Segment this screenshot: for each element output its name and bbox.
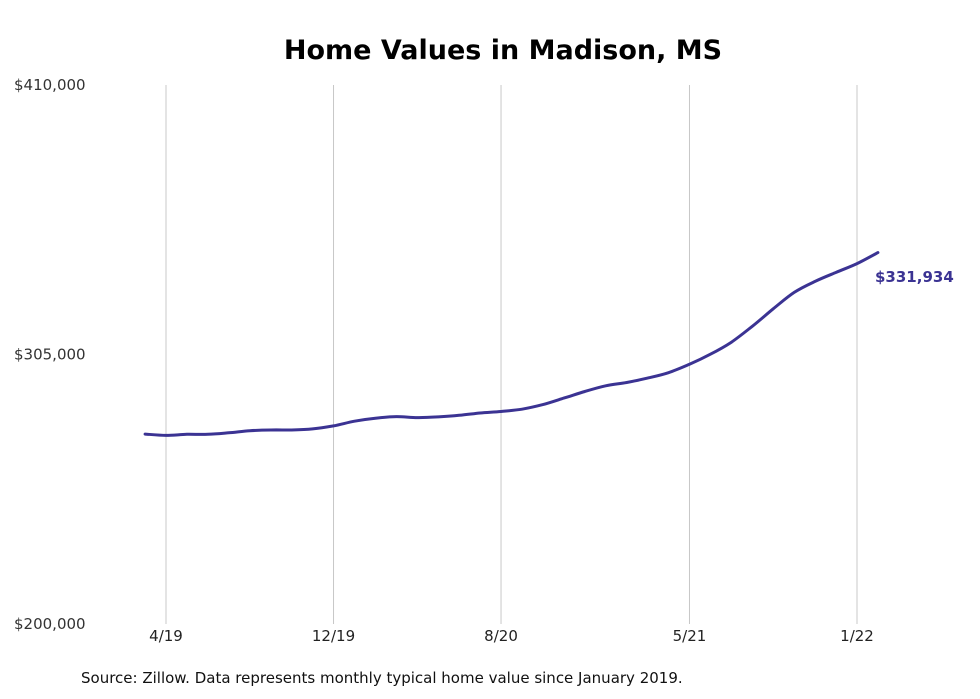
vertical-gridlines bbox=[165, 85, 858, 624]
y-tick-label: $410,000 bbox=[14, 76, 86, 94]
x-tick-label: 5/21 bbox=[673, 627, 707, 645]
y-tick-label: $200,000 bbox=[14, 615, 86, 633]
x-tick-label: 1/22 bbox=[840, 627, 874, 645]
y-tick-label: $305,000 bbox=[14, 346, 86, 364]
chart-title: Home Values in Madison, MS bbox=[284, 35, 722, 66]
y-axis-ticks: $410,000 $305,000 $200,000 bbox=[14, 76, 86, 633]
source-note: Source: Zillow. Data represents monthly … bbox=[81, 669, 683, 687]
end-value-label: $331,934 bbox=[875, 268, 954, 286]
x-tick-label: 12/19 bbox=[312, 627, 355, 645]
x-tick-label: 4/19 bbox=[149, 627, 183, 645]
home-value-line bbox=[143, 251, 880, 437]
x-axis-ticks: 4/19 12/19 8/20 5/21 1/22 bbox=[149, 627, 874, 645]
x-tick-label: 8/20 bbox=[484, 627, 518, 645]
